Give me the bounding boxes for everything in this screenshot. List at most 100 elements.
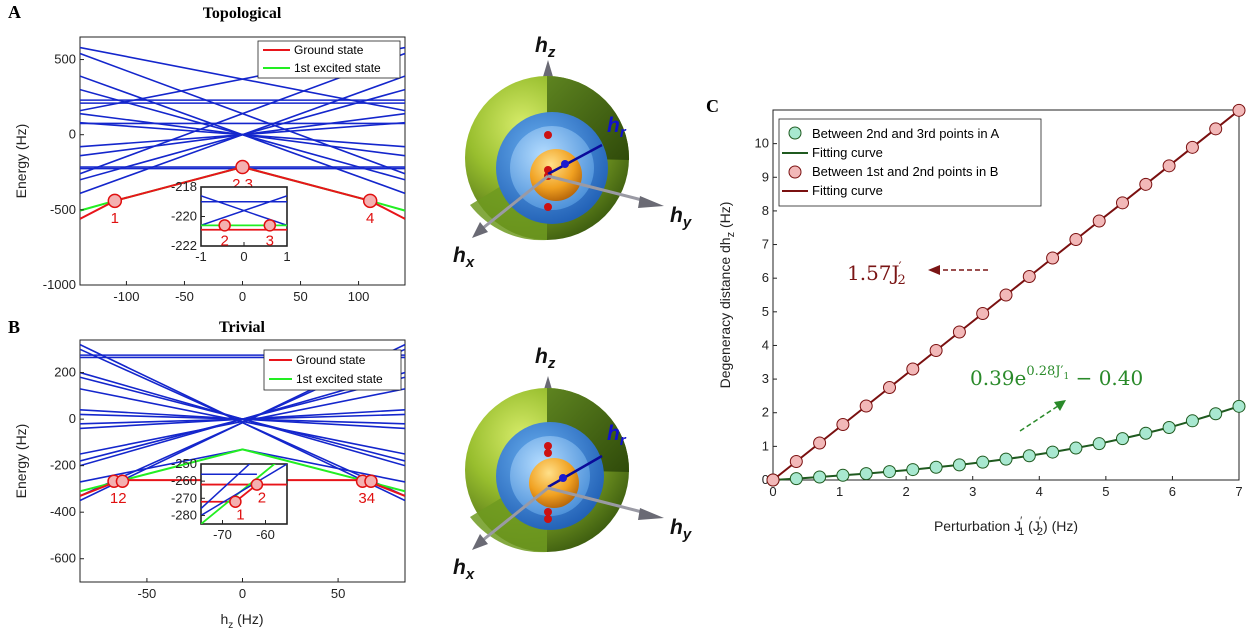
arrow-left-icon xyxy=(928,265,940,275)
hy-arrow-icon xyxy=(638,508,664,520)
data-point-b xyxy=(1022,270,1036,283)
y-tick-label: 200 xyxy=(54,365,76,380)
data-point-b xyxy=(906,362,920,376)
hy-arrow-icon xyxy=(638,196,664,208)
y-tick-label: -280 xyxy=(171,507,197,522)
y-tick-label: 1 xyxy=(762,438,769,453)
hx-arrow-icon xyxy=(472,534,488,550)
crossing-point-marker xyxy=(107,193,123,209)
crossing-point-label: 12 xyxy=(110,490,127,507)
energy-level-line xyxy=(80,388,405,455)
y-tick-label: 6 xyxy=(762,270,769,285)
y-tick-label: 0 xyxy=(69,127,76,142)
x-tick-label: 5 xyxy=(1102,484,1109,499)
hr-vector xyxy=(547,454,603,489)
x-tick-label: 7 xyxy=(1235,484,1242,499)
excited-state-line xyxy=(80,448,405,493)
hx-label: hx xyxy=(453,556,475,583)
x-tick-label: -70 xyxy=(213,527,232,542)
y-tick-label: 9 xyxy=(762,169,769,184)
data-point-b xyxy=(1139,177,1153,191)
data-point-a xyxy=(952,458,966,472)
data-point-a xyxy=(883,465,896,479)
hr-vector xyxy=(547,143,603,176)
y-tick-label: 8 xyxy=(762,203,769,218)
hr-label: hr xyxy=(607,422,627,449)
data-point-b xyxy=(859,399,873,413)
bloch-sphere-topological: hz hr hx hy xyxy=(453,34,692,271)
panel-a-inset: -1 0 1 -218 -220 -222 2 3 xyxy=(171,179,291,264)
panel-a-legend: Ground state 1st excited state xyxy=(257,40,401,79)
data-point-b xyxy=(1069,233,1083,246)
panel-label-a: A xyxy=(8,2,21,22)
x-tick-label: 100 xyxy=(348,289,370,304)
panel-label-c: C xyxy=(706,96,719,116)
panel-a-energy-plot: A Topological -100 -50 0 50 1005000-500-1000… xyxy=(8,2,406,304)
crossing-point-label: 34 xyxy=(358,490,375,507)
bloch-sphere-trivial: hz hr hx hy xyxy=(453,345,692,583)
panel-b-xlabel: hz (Hz) xyxy=(220,611,263,631)
data-point-b xyxy=(1209,122,1223,136)
hy-label: hy xyxy=(670,204,692,231)
hz-label: hz xyxy=(535,345,556,372)
inset-point-marker xyxy=(218,219,231,232)
degeneracy-point xyxy=(544,131,552,139)
degeneracy-point xyxy=(544,508,552,516)
y-tick-label: -1000 xyxy=(43,277,76,292)
data-point-a xyxy=(836,468,850,482)
panel-c-xlabel: Perturbation J′ 1 (J′ 2) (Hz) xyxy=(934,515,1078,538)
data-point-b xyxy=(1232,103,1246,117)
y-tick-label: -260 xyxy=(171,473,197,488)
data-point-b xyxy=(1092,214,1106,228)
x-tick-label: 0 xyxy=(240,249,247,264)
x-tick-label: -100 xyxy=(113,289,139,304)
panel-c-legend: Between 2nd and 3rd points in A Fitting … xyxy=(778,118,1042,207)
x-tick-label: 50 xyxy=(293,289,307,304)
data-point-a xyxy=(929,460,943,474)
data-point-a xyxy=(1209,407,1223,421)
data-point-a xyxy=(999,452,1013,466)
data-point-b xyxy=(1046,251,1060,265)
y-tick-label: -500 xyxy=(50,202,76,217)
x-tick-label: 1 xyxy=(836,484,843,499)
hy-axis xyxy=(547,486,643,514)
hy-label: hy xyxy=(670,516,692,543)
energy-level-line xyxy=(80,413,405,425)
x-tick-label: 1 xyxy=(283,249,290,264)
inset-level-line xyxy=(201,195,287,227)
x-tick-label: 0 xyxy=(239,289,246,304)
inset-point-marker xyxy=(250,478,264,491)
data-point-a xyxy=(1162,421,1176,435)
panel-c-legend-b: Between 1st and 2nd points in B xyxy=(812,164,998,179)
degeneracy-point xyxy=(544,515,552,523)
data-point-a xyxy=(1139,426,1153,440)
panel-c-legend-fit-b: Fitting curve xyxy=(812,183,883,198)
y-tick-label: -400 xyxy=(50,504,76,519)
degeneracy-point xyxy=(544,449,552,457)
data-point-b xyxy=(976,307,990,320)
energy-level-line xyxy=(80,448,243,483)
crossing-point-marker xyxy=(115,474,130,488)
hx-arrow-icon xyxy=(472,222,488,238)
x-tick-label: 0 xyxy=(769,484,776,499)
y-tick-label: 0 xyxy=(69,411,76,426)
y-tick-label: -218 xyxy=(171,179,197,194)
data-point-b xyxy=(1116,196,1129,210)
inset-point-label: 3 xyxy=(266,232,274,249)
data-point-b xyxy=(883,381,896,394)
hx-axis xyxy=(477,174,549,234)
orange-core xyxy=(530,149,582,201)
y-tick-label: 0 xyxy=(762,472,769,487)
inset-point-label: 2 xyxy=(258,490,266,507)
data-point-b xyxy=(813,436,827,450)
hz-label: hz xyxy=(535,34,556,61)
data-point-b xyxy=(952,325,966,339)
data-point-a xyxy=(859,467,873,481)
panel-b-legend-ground: Ground state xyxy=(296,353,366,367)
arrow-up-right-icon xyxy=(1054,400,1066,411)
x-tick-label: -50 xyxy=(175,289,194,304)
panel-b-title: Trivial xyxy=(219,319,265,336)
crossing-point-label: 4 xyxy=(366,210,374,227)
panel-b-legend-excited: 1st excited state xyxy=(296,372,383,386)
x-tick-label: 6 xyxy=(1169,484,1176,499)
